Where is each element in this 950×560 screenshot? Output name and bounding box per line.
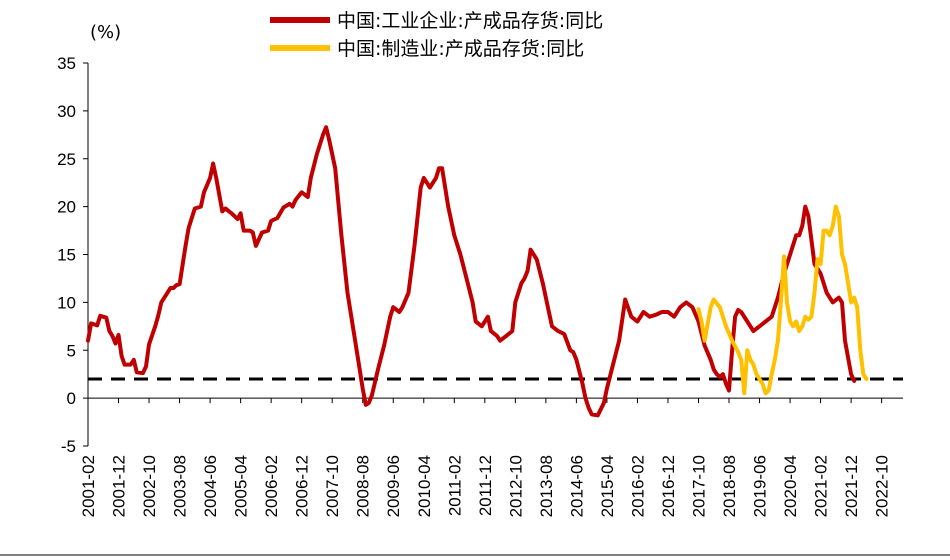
x-tick-label: 2013-08: [537, 455, 556, 517]
x-tick-label: 2012-10: [506, 455, 525, 517]
y-tick-label: 5: [67, 341, 76, 360]
x-tick-label: 2015-04: [598, 455, 617, 517]
x-tick-label: 2011-12: [476, 455, 495, 516]
x-tick-label: 2002-10: [140, 455, 159, 517]
y-axis: 35 30 25 20 15 10 5 0 -5: [57, 54, 89, 456]
x-tick-label: 2021-12: [842, 455, 861, 517]
x-tick-label: 2011-02: [445, 455, 464, 516]
x-tick-label: 2020-04: [781, 455, 800, 517]
x-tick-label: 2010-04: [415, 455, 434, 517]
y-tick-label: 15: [57, 246, 76, 265]
legend-label-1: 中国:工业企业:产成品存货:同比: [337, 10, 603, 32]
x-tick-label: 2018-08: [720, 455, 739, 517]
x-tick-label: 2017-10: [689, 455, 708, 517]
x-axis: 2001-02 2001-12 2002-10 2003-08 2004-06 2005-…: [79, 397, 903, 517]
y-tick-label: 35: [57, 54, 76, 73]
x-tick-label: 2007-10: [323, 455, 342, 517]
x-tick-label: 2006-12: [293, 455, 312, 517]
x-tick-label: 2022-10: [873, 455, 892, 517]
y-tick-label: 30: [57, 102, 76, 121]
x-tick-label: 2016-12: [659, 455, 678, 517]
x-tick-label: 2001-12: [110, 455, 129, 517]
y-tick-label: 0: [67, 389, 76, 408]
y-tick-label: 10: [57, 293, 76, 312]
series-layer: [86, 125, 869, 418]
x-tick-label: 2014-06: [567, 455, 586, 517]
x-tick-label: 2016-02: [628, 455, 647, 517]
x-tick-label: 2005-04: [232, 455, 251, 517]
x-tick-label: 2003-08: [171, 455, 190, 517]
x-tick-label: 2008-08: [354, 455, 373, 517]
legend-label-2: 中国:制造业:产成品存货:同比: [337, 38, 584, 60]
x-tick-label: 2004-06: [201, 455, 220, 517]
x-tick-label: 2006-02: [262, 455, 281, 517]
x-tick-label: 2021-02: [812, 455, 831, 517]
x-tick-label: 2009-06: [384, 455, 403, 517]
y-tick-label: 20: [57, 198, 76, 217]
series-line-1: [86, 125, 857, 418]
y-tick-label: -5: [61, 437, 76, 456]
x-tick-label: 2001-02: [79, 455, 98, 517]
y-tick-label: 25: [57, 150, 76, 169]
y-unit-label: (%): [90, 22, 121, 43]
x-tick-label: 2019-06: [751, 455, 770, 517]
series-line-2: [696, 204, 869, 396]
